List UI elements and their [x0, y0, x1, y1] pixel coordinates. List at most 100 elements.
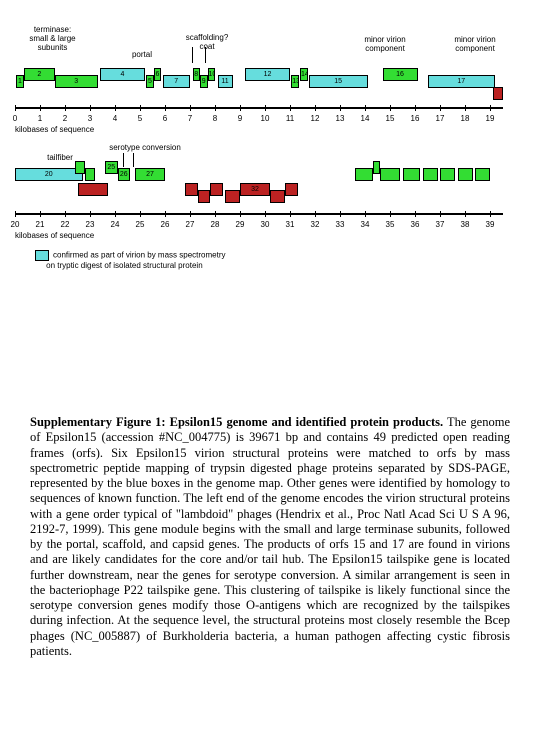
tick-label: 9 — [238, 114, 242, 123]
orf-box — [270, 190, 285, 203]
orf-box — [210, 183, 223, 196]
orf-box — [423, 168, 438, 181]
orf-box: 25 — [105, 161, 118, 174]
orf-box: 32 — [240, 183, 270, 196]
tick-label: 16 — [411, 114, 420, 123]
tick-label: 34 — [361, 220, 370, 229]
tick-label: 2 — [63, 114, 67, 123]
tick-label: 27 — [186, 220, 195, 229]
leader-line — [133, 153, 134, 167]
orf-box: 7 — [163, 75, 191, 88]
tick-label: 33 — [336, 220, 345, 229]
scale-axis — [15, 213, 503, 215]
caption-title: Supplementary Figure 1: Epsilon15 genome… — [30, 415, 443, 429]
tick-label: 32 — [311, 220, 320, 229]
scale-axis — [15, 107, 503, 109]
tick-label: 21 — [36, 220, 45, 229]
orf-box: 3 — [55, 75, 98, 88]
orf-box: 6 — [154, 68, 162, 81]
tick-label: 18 — [461, 114, 470, 123]
genome-figure: terminase:small & largesubunits portal sca… — [15, 25, 515, 295]
tick-label: 19 — [486, 114, 495, 123]
orf-box — [75, 161, 85, 174]
gene-label: serotype conversion — [100, 143, 190, 152]
tick-label: 7 — [188, 114, 192, 123]
orf-box: 2 — [24, 68, 55, 81]
orf-box — [78, 183, 108, 196]
tick-label: 3 — [88, 114, 92, 123]
gene-label: minor virioncomponent — [445, 35, 505, 53]
tick-label: 35 — [386, 220, 395, 229]
orf-box — [285, 183, 298, 196]
tick-label: 28 — [211, 220, 220, 229]
tick-label: 24 — [111, 220, 120, 229]
legend: confirmed as part of virion by mass spec… — [35, 250, 226, 270]
orf-box: 17 — [428, 75, 496, 88]
gene-label: terminase:small & largesubunits — [25, 25, 80, 52]
gene-label: scaffolding?coat — [177, 33, 237, 51]
tick-label: 14 — [361, 114, 370, 123]
legend-text: confirmed as part of virion by mass spec… — [35, 251, 226, 270]
orf-box — [403, 168, 421, 181]
tick-label: 11 — [286, 114, 294, 123]
orf-box — [458, 168, 473, 181]
tick-label: 29 — [236, 220, 245, 229]
tick-label: 1 — [38, 114, 42, 123]
figure-caption: Supplementary Figure 1: Epsilon15 genome… — [30, 415, 510, 659]
leader-line — [192, 47, 193, 63]
tick-label: 36 — [411, 220, 420, 229]
axis-label: kilobases of sequence — [15, 125, 94, 134]
orf-box: 20 — [15, 168, 83, 181]
tick-label: 5 — [138, 114, 142, 123]
orf-box — [198, 190, 211, 203]
tick-label: 22 — [61, 220, 70, 229]
orf-box: 15 — [309, 75, 368, 88]
orf-box: 9 — [200, 75, 208, 88]
orf-box — [380, 168, 400, 181]
axis-label: kilobases of sequence — [15, 231, 94, 240]
tick-label: 17 — [436, 114, 445, 123]
orf-box: 27 — [135, 168, 165, 181]
orf-box: 4 — [100, 68, 145, 81]
orf-box: 14 — [300, 68, 308, 81]
orf-box: 26 — [118, 168, 131, 181]
tick-label: 23 — [86, 220, 95, 229]
leader-line — [123, 153, 124, 167]
tick-label: 30 — [261, 220, 270, 229]
orf-box — [225, 190, 240, 203]
orf-box — [493, 87, 503, 100]
orf-box — [355, 168, 373, 181]
tick-label: 25 — [136, 220, 145, 229]
orf-box: 10 — [208, 68, 216, 81]
gene-label: portal — [127, 50, 157, 59]
orf-box: 16 — [383, 68, 418, 81]
orf-box: 8 — [193, 68, 201, 81]
orf-box: 11 — [218, 75, 233, 88]
tick-label: 10 — [261, 114, 270, 123]
gene-label: tailfiber — [40, 153, 80, 162]
orf-box — [185, 183, 198, 196]
tick-label: 13 — [336, 114, 345, 123]
tick-label: 26 — [161, 220, 170, 229]
tick-label: 15 — [386, 114, 395, 123]
tick-label: 8 — [213, 114, 217, 123]
orf-box — [373, 161, 381, 174]
orf-box — [85, 168, 95, 181]
tick-label: 6 — [163, 114, 167, 123]
orf-box: 1 — [16, 75, 24, 88]
tick-label: 4 — [113, 114, 117, 123]
tick-label: 0 — [13, 114, 17, 123]
orf-box — [440, 168, 455, 181]
tick-label: 31 — [286, 220, 295, 229]
caption-body: The genome of Epsilon15 (accession #NC_0… — [30, 415, 510, 658]
tick-label: 37 — [436, 220, 445, 229]
gene-label: minor virioncomponent — [355, 35, 415, 53]
orf-box: 13 — [291, 75, 299, 88]
tick-label: 39 — [486, 220, 495, 229]
tick-label: 20 — [11, 220, 20, 229]
tick-label: 38 — [461, 220, 470, 229]
orf-box: 5 — [146, 75, 154, 88]
orf-box: 12 — [245, 68, 290, 81]
leader-line — [205, 47, 206, 63]
orf-box — [475, 168, 490, 181]
